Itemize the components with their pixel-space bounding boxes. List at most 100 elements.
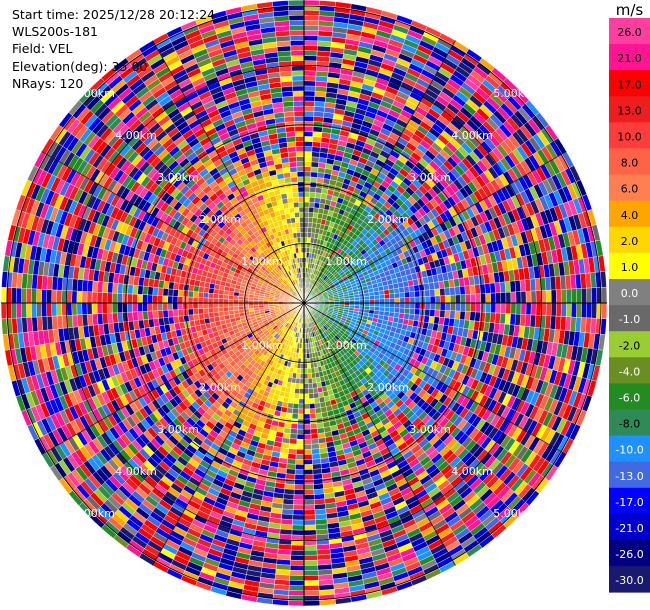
velocity-gate bbox=[444, 310, 451, 319]
velocity-gate bbox=[494, 282, 501, 294]
velocity-gate bbox=[310, 423, 318, 430]
velocity-gate bbox=[434, 295, 441, 304]
velocity-gate bbox=[404, 308, 411, 315]
velocity-gate bbox=[298, 403, 305, 410]
velocity-gate bbox=[311, 453, 321, 460]
velocity-gate bbox=[285, 412, 293, 419]
velocity-gate bbox=[296, 433, 305, 440]
velocity-gate bbox=[282, 498, 294, 505]
velocity-gate bbox=[576, 302, 582, 318]
velocity-gate bbox=[311, 443, 320, 450]
velocity-gate bbox=[290, 544, 305, 551]
velocity-gate bbox=[403, 313, 410, 320]
velocity-gate bbox=[475, 293, 481, 304]
velocity-gate bbox=[455, 294, 461, 304]
velocity-gate bbox=[520, 302, 527, 315]
velocity-gate bbox=[295, 459, 305, 465]
velocity-gate bbox=[303, 444, 312, 450]
velocity-gate bbox=[414, 302, 421, 310]
velocity-gate bbox=[303, 524, 317, 531]
velocity-gate bbox=[309, 196, 316, 203]
velocity-gate bbox=[280, 523, 293, 531]
velocity-gate bbox=[289, 438, 298, 445]
velocity-gate bbox=[285, 468, 296, 475]
velocity-gate bbox=[312, 473, 323, 480]
velocity-gate bbox=[303, 559, 318, 566]
velocity-gate bbox=[303, 398, 310, 405]
velocity-gate bbox=[384, 307, 390, 313]
velocity-gate bbox=[313, 116, 324, 123]
velocity-gate bbox=[388, 288, 395, 295]
velocity-gate bbox=[295, 378, 301, 384]
velocity-gate bbox=[384, 298, 390, 304]
velocity-gate bbox=[303, 479, 314, 485]
velocity-gate bbox=[394, 292, 400, 299]
velocity-gate bbox=[314, 197, 321, 204]
velocity-gate bbox=[293, 494, 305, 501]
velocity-gate bbox=[303, 0, 321, 6]
velocity-gate bbox=[454, 310, 461, 320]
velocity-gate bbox=[500, 302, 507, 314]
velocity-gate bbox=[303, 383, 309, 389]
velocity-gate bbox=[309, 413, 317, 420]
velocity-gate bbox=[408, 313, 415, 321]
velocity-gate bbox=[399, 307, 405, 314]
velocity-gate bbox=[303, 55, 318, 62]
velocity-gate bbox=[414, 296, 421, 304]
velocity-gate bbox=[450, 302, 456, 312]
velocity-gate bbox=[550, 302, 557, 317]
velocity-gate bbox=[504, 281, 511, 293]
velocity-gate bbox=[510, 291, 517, 304]
velocity-gate bbox=[295, 454, 305, 460]
velocity-gate bbox=[313, 202, 321, 209]
velocity-gate bbox=[297, 413, 305, 420]
velocity-gate bbox=[303, 529, 317, 536]
velocity-gate bbox=[303, 474, 314, 480]
velocity-gate bbox=[379, 298, 385, 304]
velocity-gate bbox=[303, 489, 315, 496]
velocity-gate bbox=[499, 281, 506, 293]
velocity-gate bbox=[591, 302, 597, 319]
velocity-gate bbox=[292, 403, 299, 410]
velocity-gate bbox=[303, 494, 315, 501]
velocity-gate bbox=[311, 377, 317, 384]
velocity-gate bbox=[303, 423, 311, 430]
velocity-gate bbox=[364, 295, 370, 300]
velocity-gate bbox=[299, 388, 305, 395]
velocity-gate bbox=[474, 311, 481, 322]
velocity-gate bbox=[298, 398, 305, 405]
velocity-gate bbox=[316, 177, 324, 184]
velocity-gate bbox=[464, 311, 471, 321]
velocity-gate bbox=[272, 599, 289, 606]
velocity-gate bbox=[287, 600, 305, 607]
velocity-gate bbox=[319, 0, 336, 7]
velocity-gate bbox=[291, 534, 305, 541]
velocity-gate bbox=[292, 408, 299, 415]
velocity-gate bbox=[303, 580, 319, 586]
velocity-gate bbox=[571, 302, 577, 318]
velocity-gate bbox=[480, 293, 486, 304]
velocity-gate bbox=[600, 271, 607, 288]
velocity-gate bbox=[445, 302, 451, 311]
velocity-gate bbox=[307, 227, 313, 233]
velocity-gate bbox=[296, 368, 301, 374]
velocity-gate bbox=[591, 287, 597, 304]
velocity-gate bbox=[475, 302, 481, 313]
velocity-gate bbox=[399, 302, 406, 309]
velocity-gate bbox=[303, 459, 313, 465]
velocity-gate bbox=[408, 285, 415, 293]
velocity-gate bbox=[303, 196, 310, 203]
velocity-gate bbox=[319, 599, 336, 606]
velocity-gate bbox=[293, 393, 300, 399]
velocity-gate bbox=[500, 292, 507, 304]
velocity-gate bbox=[490, 292, 497, 304]
velocity-gate bbox=[439, 302, 446, 311]
velocity-gate bbox=[413, 314, 420, 322]
velocity-gate bbox=[409, 297, 416, 304]
velocity-gate bbox=[309, 408, 316, 415]
velocity-gate bbox=[307, 222, 313, 228]
velocity-gate bbox=[313, 106, 325, 113]
velocity-gate bbox=[303, 151, 313, 157]
velocity-gate bbox=[303, 85, 316, 92]
